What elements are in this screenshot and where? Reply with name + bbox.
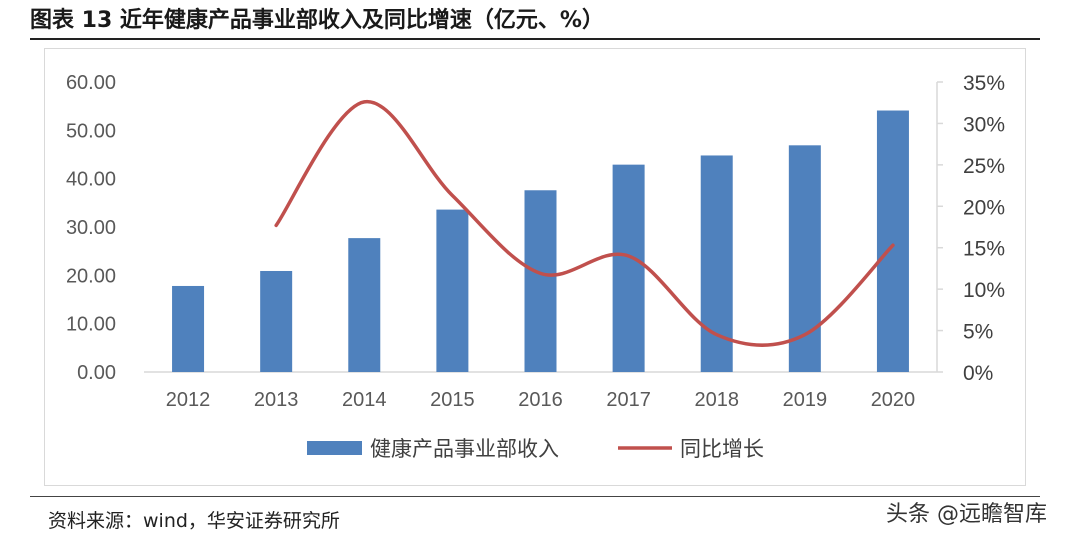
- right-tick-label: 30%: [963, 113, 1005, 136]
- growth-line: [274, 100, 895, 347]
- top-rule: [30, 38, 1040, 40]
- x-tick-label: 2013: [254, 389, 299, 411]
- x-tick-label: 2018: [694, 389, 739, 411]
- x-tick-label: 2016: [518, 389, 563, 411]
- line-layer: [274, 100, 895, 347]
- right-tick-labels: 0% 5% 10% 15% 20% 25% 30% 35%: [963, 72, 1005, 385]
- right-tick-label: 25%: [963, 155, 1005, 178]
- chart-frame: [44, 48, 1026, 486]
- left-tick-labels: 0.00 10.00 20.00 30.00 40.00 50.00 60.00: [66, 72, 116, 384]
- left-tick-label: 40.00: [66, 169, 116, 191]
- x-tick-label: 2012: [166, 389, 211, 411]
- x-tick-label: 2017: [606, 389, 651, 411]
- x-tick-labels: 2012 2013 2014 2015 2016 2017 2018 2019 2020: [166, 389, 915, 411]
- legend-bar-label: 健康产品事业部收入: [370, 437, 559, 461]
- left-tick-label: 60.00: [66, 72, 116, 94]
- right-tick-label: 10%: [963, 279, 1005, 302]
- right-tick-label: 5%: [963, 321, 993, 344]
- bar-2020: [876, 110, 909, 373]
- source-note: 资料来源：wind，华安证券研究所: [48, 510, 340, 532]
- bar-2016: [524, 190, 557, 372]
- bars-layer: [172, 110, 909, 373]
- x-tick-label: 2019: [783, 389, 828, 411]
- left-tick-label: 0.00: [77, 362, 116, 384]
- right-tick-label: 0%: [963, 362, 993, 385]
- left-tick-label: 10.00: [66, 314, 116, 336]
- legend: 健康产品事业部收入 同比增长: [307, 437, 764, 461]
- right-tick-label: 20%: [963, 196, 1005, 219]
- x-tick-label: 2015: [430, 389, 475, 411]
- bar-2012: [172, 285, 205, 372]
- bar-2017: [612, 164, 645, 372]
- left-tick-label: 50.00: [66, 120, 116, 142]
- right-tick-label: 35%: [963, 72, 1005, 95]
- x-tick-label: 2014: [342, 389, 387, 411]
- right-tick-label: 15%: [963, 238, 1005, 261]
- bottom-rule: [30, 496, 1040, 497]
- left-tick-label: 30.00: [66, 217, 116, 239]
- figure-title: 图表 13 近年健康产品事业部收入及同比增速（亿元、%）: [30, 8, 604, 33]
- x-tick-label: 2020: [871, 389, 916, 411]
- legend-line-label: 同比增长: [680, 437, 764, 461]
- left-tick-label: 20.00: [66, 265, 116, 287]
- bar-2014: [348, 238, 381, 372]
- legend-bar-swatch: [307, 441, 362, 455]
- bar-2015: [436, 209, 469, 372]
- bar-2013: [260, 270, 293, 372]
- watermark: 头条 @远瞻智库: [886, 502, 1047, 527]
